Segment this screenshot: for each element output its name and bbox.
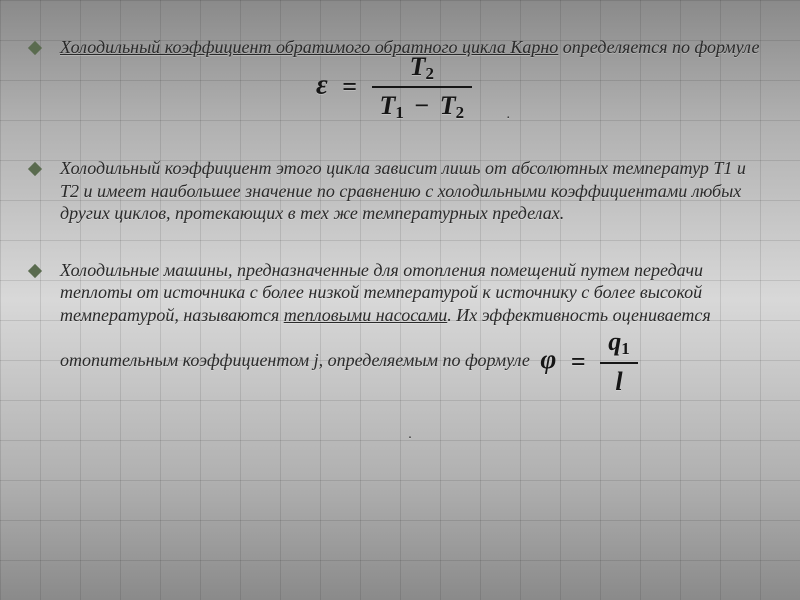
paragraph-3: Холодильные машины, предназначенные для … bbox=[60, 259, 760, 443]
formula1-eq: = bbox=[334, 71, 365, 104]
f1-den-l-sub: 1 bbox=[395, 103, 403, 122]
bullet-icon bbox=[28, 162, 42, 176]
f2-num-var: q bbox=[608, 327, 621, 356]
formula1-lhs: ε bbox=[316, 69, 328, 100]
slide-content: Холодильный коэффициент обратимого обрат… bbox=[0, 0, 800, 463]
f1-den-r-sub: 2 bbox=[456, 103, 464, 122]
f1-den-l-var: T bbox=[380, 91, 396, 120]
f1-num-var: T bbox=[410, 52, 426, 81]
f2-num-sub: 1 bbox=[621, 339, 629, 358]
bullet-icon bbox=[28, 264, 42, 278]
formula1-fraction: T2 T1 − T2 bbox=[372, 51, 473, 124]
formula1-period: . bbox=[507, 107, 511, 122]
paragraph-2: Холодильный коэффициент этого цикла зави… bbox=[60, 157, 760, 225]
bullet-icon bbox=[28, 41, 42, 55]
formula-phi: φ = q1 l bbox=[540, 326, 637, 398]
p1-tail: определяется по формуле bbox=[558, 37, 759, 57]
paragraph-1: Холодильный коэффициент обратимого обрат… bbox=[60, 36, 760, 123]
formula2-lhs: φ bbox=[540, 344, 556, 374]
f1-den-r-var: T bbox=[440, 91, 456, 120]
formula-epsilon: ε = T2 T1 − T2 bbox=[316, 51, 472, 124]
f1-den-op: − bbox=[410, 91, 433, 120]
formula2-eq: = bbox=[563, 346, 594, 379]
formula2-period: . bbox=[408, 427, 412, 442]
p3-underlined: тепловыми насосами bbox=[284, 305, 448, 325]
formula2-fraction: q1 l bbox=[600, 326, 637, 398]
f1-num-sub: 2 bbox=[425, 64, 433, 83]
f2-den-var: l bbox=[615, 367, 622, 396]
